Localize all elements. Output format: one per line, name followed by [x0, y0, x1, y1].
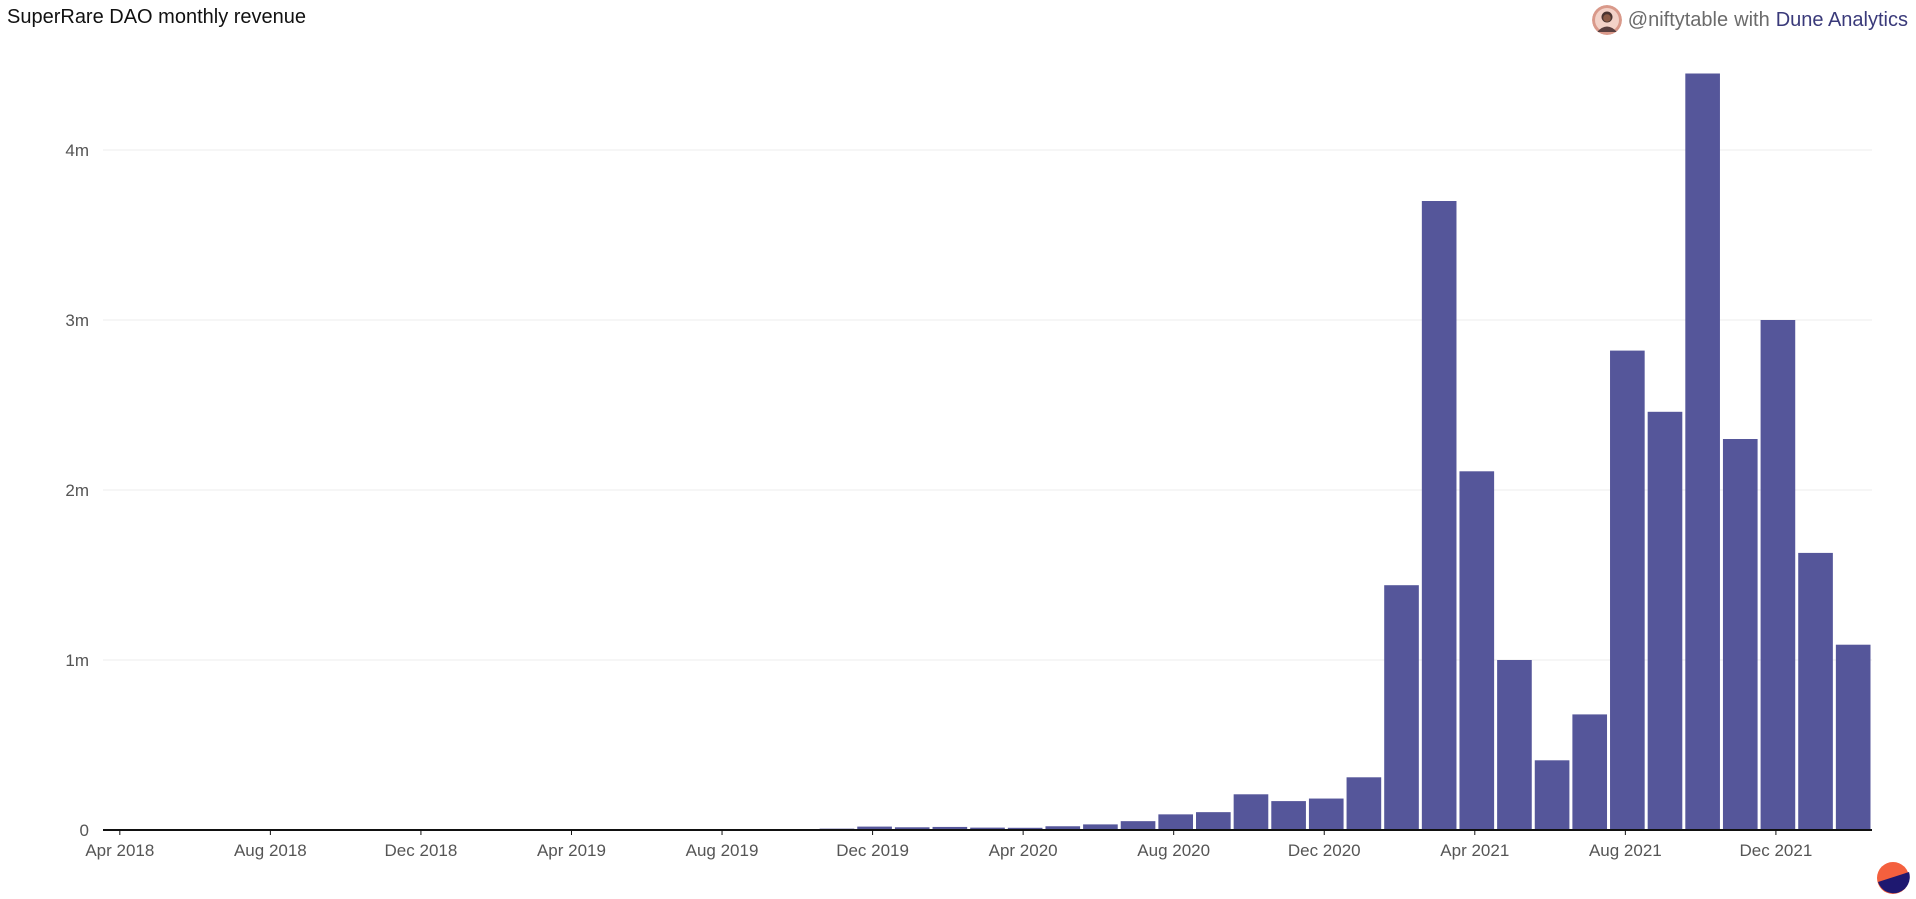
bar-2021-07[interactable] — [1572, 714, 1608, 830]
brand-link[interactable]: Dune Analytics — [1775, 8, 1908, 31]
x-tick-label: Dec 2018 — [385, 841, 458, 860]
author-link[interactable]: @niftytable — [1627, 8, 1729, 31]
y-tick-label: 0 — [80, 821, 89, 840]
bar-2021-12[interactable] — [1760, 320, 1796, 830]
x-tick-label: Dec 2021 — [1740, 841, 1813, 860]
y-tick-label: 3m — [65, 311, 89, 330]
bar-2020-03[interactable] — [970, 827, 1005, 830]
bar-2021-02[interactable] — [1384, 585, 1419, 830]
x-tick-label: Apr 2021 — [1440, 841, 1509, 860]
bar-2020-09[interactable] — [1196, 812, 1231, 830]
x-tick-label: Aug 2018 — [234, 841, 307, 860]
bar-2020-12[interactable] — [1308, 798, 1344, 830]
credit-line: @niftytable with Dune Analytics — [1591, 5, 1908, 35]
y-tick-label: 4m — [65, 141, 89, 160]
bar-2021-03[interactable] — [1421, 201, 1457, 830]
bar-2021-01[interactable] — [1346, 777, 1382, 830]
user-avatar-icon[interactable] — [1591, 5, 1622, 35]
x-tick-label: Aug 2020 — [1137, 841, 1210, 860]
bar-2020-11[interactable] — [1271, 801, 1306, 830]
chart-header: SuperRare DAO monthly revenue @niftytabl… — [0, 0, 1916, 40]
x-tick-label: Aug 2019 — [686, 841, 759, 860]
chart-title: SuperRare DAO monthly revenue — [7, 6, 307, 28]
grid-lines — [103, 149, 1872, 661]
x-tick-label: Apr 2018 — [85, 841, 154, 860]
x-tick-label: Apr 2019 — [537, 841, 606, 860]
bar-2021-09[interactable] — [1647, 411, 1683, 830]
bar-2020-04[interactable] — [1007, 827, 1043, 830]
x-tick-label: Dec 2019 — [836, 841, 909, 860]
bar-2019-12[interactable] — [857, 826, 892, 830]
bar-series — [104, 73, 1871, 831]
bar-2021-08[interactable] — [1610, 350, 1645, 830]
with-text: with — [1734, 8, 1770, 31]
y-tick-label: 1m — [65, 651, 89, 670]
bar-2022-01[interactable] — [1798, 552, 1833, 830]
bar-2020-05[interactable] — [1045, 826, 1081, 830]
x-tick-label: Apr 2020 — [989, 841, 1058, 860]
bar-2020-10[interactable] — [1233, 794, 1269, 830]
bar-2021-04[interactable] — [1459, 471, 1495, 830]
dune-logo-icon[interactable] — [1876, 861, 1910, 895]
bar-2021-06[interactable] — [1534, 760, 1570, 830]
bar-2022-02[interactable] — [1835, 644, 1871, 830]
y-tick-label: 2m — [65, 481, 89, 500]
bar-2020-06[interactable] — [1083, 824, 1118, 830]
x-tick-label: Dec 2020 — [1288, 841, 1361, 860]
bar-2020-02[interactable] — [932, 826, 968, 830]
x-tick-label: Aug 2021 — [1589, 841, 1662, 860]
bar-2021-10[interactable] — [1685, 73, 1720, 831]
bar-2020-08[interactable] — [1158, 814, 1194, 830]
bar-2020-01[interactable] — [894, 827, 930, 830]
axes: 0 1m 2m 3m 4m Apr 2018 Aug 2018 Dec 2018 Apr 201… — [65, 141, 1872, 860]
bar-2021-05[interactable] — [1497, 660, 1532, 830]
bar-2020-07[interactable] — [1120, 821, 1156, 830]
bar-2021-11[interactable] — [1722, 439, 1758, 830]
